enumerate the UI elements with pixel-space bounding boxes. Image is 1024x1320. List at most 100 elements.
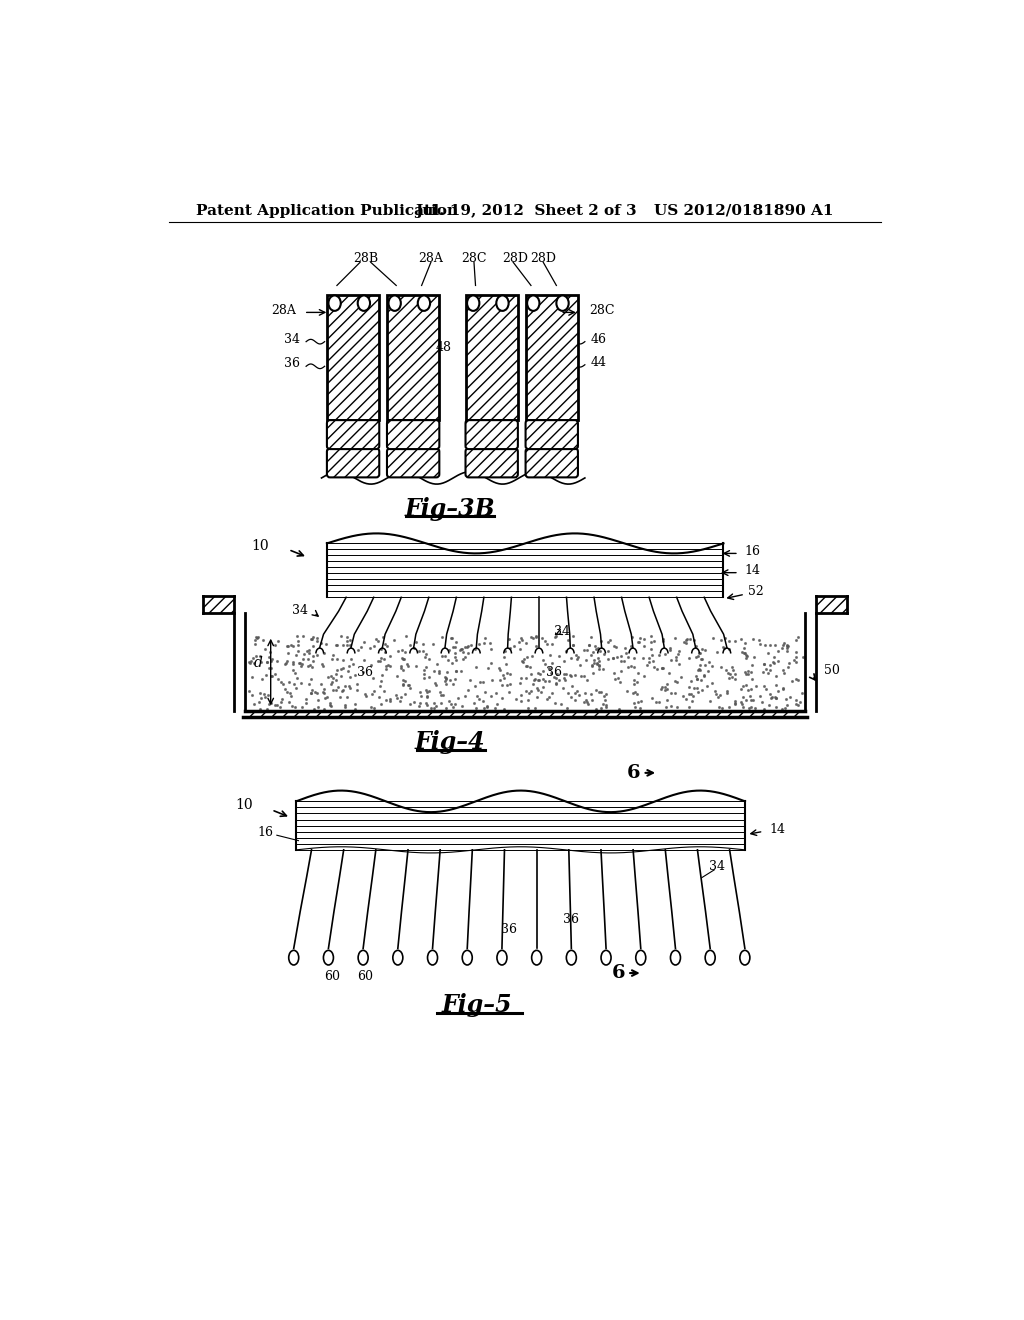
Point <box>339 626 355 647</box>
Text: 34: 34 <box>292 603 307 616</box>
Point <box>433 627 450 648</box>
Point <box>760 663 776 684</box>
Point <box>600 631 616 652</box>
Point <box>452 640 468 661</box>
Point <box>279 635 295 656</box>
Point <box>266 635 283 656</box>
Point <box>607 668 624 689</box>
Point <box>578 689 594 710</box>
Point <box>246 693 262 714</box>
Point <box>547 626 563 647</box>
Point <box>543 663 559 684</box>
Point <box>333 659 349 680</box>
Point <box>642 639 658 660</box>
Point <box>629 682 645 704</box>
Point <box>775 677 792 698</box>
Point <box>717 627 733 648</box>
Point <box>591 656 607 677</box>
Text: 36: 36 <box>563 912 579 925</box>
Point <box>776 663 793 684</box>
FancyBboxPatch shape <box>387 420 439 449</box>
Point <box>379 635 395 656</box>
Point <box>623 655 639 676</box>
Point <box>462 669 478 690</box>
Point <box>374 664 390 685</box>
Point <box>389 665 406 686</box>
Point <box>660 663 677 684</box>
Point <box>766 645 782 667</box>
Point <box>669 672 685 693</box>
Point <box>284 694 300 715</box>
Point <box>292 653 308 675</box>
Point <box>421 680 437 701</box>
Point <box>587 635 603 656</box>
Point <box>342 630 358 651</box>
Point <box>376 649 392 671</box>
Point <box>428 696 444 717</box>
Point <box>497 640 513 661</box>
Point <box>525 669 542 690</box>
Point <box>494 675 510 696</box>
Point <box>454 696 470 717</box>
Point <box>467 639 483 660</box>
Point <box>435 684 452 705</box>
Point <box>625 682 641 704</box>
Point <box>438 669 455 690</box>
Point <box>342 677 358 698</box>
Point <box>501 681 517 702</box>
Ellipse shape <box>428 950 437 965</box>
Point <box>529 677 546 698</box>
Point <box>709 642 725 663</box>
Point <box>768 688 784 709</box>
Point <box>719 681 735 702</box>
Point <box>349 673 366 694</box>
Point <box>255 684 271 705</box>
Point <box>644 688 660 709</box>
Point <box>620 647 636 668</box>
Point <box>678 632 694 653</box>
Point <box>518 656 535 677</box>
Point <box>394 673 411 694</box>
Point <box>443 693 460 714</box>
Point <box>735 643 752 664</box>
Point <box>354 661 371 682</box>
Text: 10: 10 <box>251 539 268 553</box>
Point <box>770 680 786 701</box>
Point <box>288 644 304 665</box>
Point <box>535 661 551 682</box>
Point <box>612 645 629 667</box>
Point <box>266 694 283 715</box>
Point <box>688 647 705 668</box>
Point <box>447 631 464 652</box>
Point <box>758 678 774 700</box>
Point <box>252 682 268 704</box>
Point <box>309 627 326 648</box>
Point <box>528 626 545 647</box>
Point <box>586 649 602 671</box>
Point <box>718 659 734 680</box>
Point <box>720 667 736 688</box>
Point <box>356 684 373 705</box>
Point <box>645 651 662 672</box>
Point <box>727 668 743 689</box>
Point <box>656 644 673 665</box>
Point <box>438 673 455 694</box>
Point <box>588 698 604 719</box>
Point <box>734 642 751 663</box>
Point <box>366 697 382 718</box>
Point <box>623 635 639 656</box>
Point <box>735 676 752 697</box>
Point <box>540 634 556 655</box>
Point <box>708 682 724 704</box>
Point <box>548 673 564 694</box>
Point <box>513 684 529 705</box>
Point <box>347 698 364 719</box>
Point <box>285 635 301 656</box>
Point <box>436 645 453 667</box>
Point <box>738 645 755 667</box>
Point <box>756 698 772 719</box>
Point <box>658 678 675 700</box>
Point <box>627 693 643 714</box>
Point <box>703 673 720 694</box>
Point <box>791 694 807 715</box>
